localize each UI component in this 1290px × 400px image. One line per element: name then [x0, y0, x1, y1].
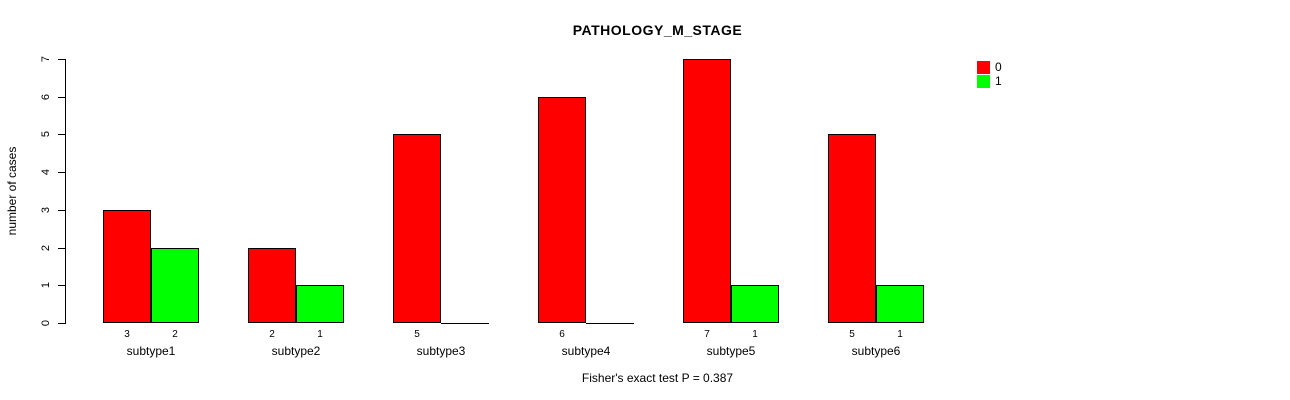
y-tick-label: 1 [40, 282, 52, 289]
y-tick-mark [58, 285, 65, 287]
bar-subtype5-series1 [731, 285, 779, 323]
category-label-subtype3: subtype3 [416, 344, 466, 358]
category-label-subtype5: subtype5 [706, 344, 756, 358]
bar-zero-subtype4-series1 [586, 323, 634, 324]
y-tick-label: 5 [40, 131, 52, 138]
category-label-subtype4: subtype4 [561, 344, 611, 358]
bar-subtype5-series0 [683, 59, 731, 323]
legend-label-1: 1 [995, 74, 1002, 88]
bar-subtype1-series0 [103, 209, 151, 323]
y-tick-label: 4 [40, 169, 52, 176]
bar-subtype6-series0 [828, 134, 876, 323]
y-tick-mark [58, 209, 65, 211]
y-axis-label: number of cases [5, 146, 19, 236]
y-tick-mark [58, 172, 65, 174]
legend-swatch-red [977, 61, 990, 74]
y-tick-mark [58, 323, 65, 324]
bar-subtype2-series1 [296, 285, 344, 323]
bar-count-label: 5 [849, 329, 855, 340]
bar-subtype2-series0 [248, 247, 296, 323]
category-label-subtype6: subtype6 [851, 344, 901, 358]
bar-count-label: 6 [559, 329, 565, 340]
bar-subtype1-series1 [151, 247, 199, 323]
bar-subtype3-series0 [393, 134, 441, 323]
y-tick-label: 3 [40, 206, 52, 213]
chart-title: PATHOLOGY_M_STAGE [572, 22, 743, 38]
bar-count-label: 1 [897, 329, 903, 340]
category-label-subtype2: subtype2 [271, 344, 321, 358]
bar-zero-subtype3-series1 [441, 323, 489, 324]
y-tick-label: 2 [40, 244, 52, 251]
bar-count-label: 1 [317, 329, 323, 340]
bar-count-label: 1 [752, 329, 758, 340]
y-tick-label: 6 [40, 93, 52, 100]
y-tick-mark [58, 59, 65, 60]
bar-count-label: 2 [172, 329, 178, 340]
y-tick-label: 7 [40, 55, 52, 63]
statistic-caption: Fisher's exact test P = 0.387 [581, 371, 734, 385]
bar-count-label: 5 [414, 329, 420, 340]
legend-item-0: 0 [977, 61, 1002, 74]
bar-count-label: 7 [704, 329, 710, 340]
legend-swatch-green [977, 75, 990, 88]
legend: 0 1 [977, 61, 1002, 88]
bar-count-label: 3 [124, 329, 130, 340]
bar-subtype4-series0 [538, 96, 586, 323]
y-tick-mark [58, 247, 65, 249]
y-tick-label: 0 [40, 319, 52, 327]
y-axis-line [65, 59, 66, 324]
legend-item-1: 1 [977, 75, 1002, 88]
bar-subtype6-series1 [876, 285, 924, 323]
legend-label-0: 0 [995, 60, 1002, 74]
bar-count-label: 2 [269, 329, 275, 340]
category-label-subtype1: subtype1 [126, 344, 176, 358]
y-tick-mark [58, 134, 65, 136]
y-tick-mark [58, 96, 65, 98]
